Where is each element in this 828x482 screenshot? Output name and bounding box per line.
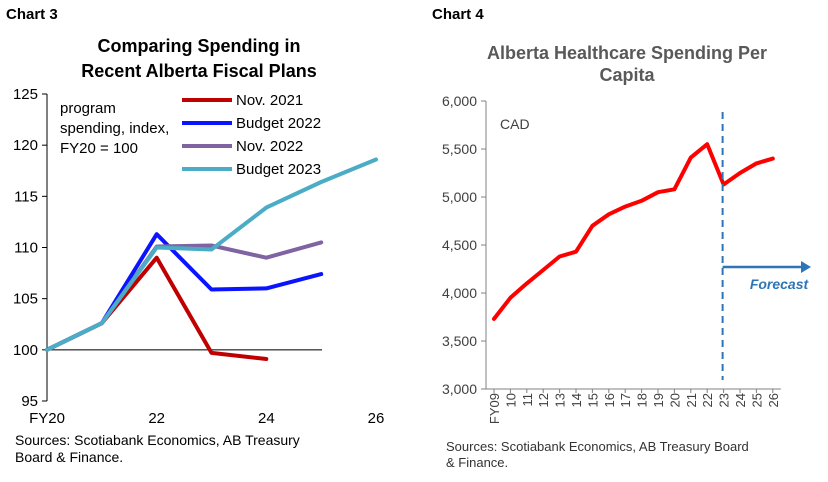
- chart3-title-line: Recent Alberta Fiscal Plans: [81, 61, 316, 81]
- chart3-y-tick-label: 95: [21, 393, 38, 410]
- chart4-x-tick-label: 10: [503, 393, 518, 407]
- chart4-x-tick-label: 23: [717, 393, 732, 407]
- chart4-unit-label: CAD: [500, 116, 530, 132]
- chart3-x-tick-label: 26: [368, 410, 385, 427]
- chart3-y-tick-label: 110: [14, 240, 38, 257]
- chart4-x-tick-label: 20: [667, 393, 682, 407]
- chart4-title-line: Capita: [599, 65, 655, 85]
- chart4-x-tick-label: 13: [553, 393, 568, 407]
- chart4-y-tick-label: 4,500: [442, 237, 477, 253]
- chart4-y-tick-label: 5,500: [442, 141, 477, 157]
- chart3-y-tick-label: 120: [13, 137, 38, 154]
- chart3-tag: Chart 3: [6, 6, 58, 23]
- chart3-y-tick-label: 125: [13, 86, 38, 103]
- chart3-annotation-line: FY20 = 100: [60, 140, 138, 157]
- chart4-y-tick-label: 6,000: [442, 93, 477, 109]
- chart4-y-tick-label: 3,000: [442, 381, 477, 397]
- chart3-legend-label: Budget 2023: [236, 161, 321, 178]
- chart4-x-tick-label: 12: [536, 393, 551, 407]
- chart4-x-tick-label: 15: [585, 393, 600, 407]
- chart4-tag: Chart 4: [432, 6, 484, 23]
- chart3-x-tick-label: 22: [148, 410, 165, 427]
- chart3-title-line: Comparing Spending in: [98, 36, 301, 56]
- chart4-x-tick-label: FY09: [487, 393, 502, 424]
- chart3-legend-label: Budget 2022: [236, 115, 321, 132]
- chart4-x-tick-label: 14: [569, 393, 584, 407]
- chart4-y-tick-label: 4,000: [442, 285, 477, 301]
- chart4-x-tick-label: 25: [749, 393, 764, 407]
- chart4-x-tick-label: 17: [618, 393, 633, 407]
- chart4-forecast-arrowhead: [801, 261, 811, 273]
- chart3-annotation-line: program: [60, 100, 116, 117]
- chart3-series-line: [45, 157, 378, 352]
- chart3-x-tick-label: FY20: [29, 410, 65, 427]
- chart4-source: Sources: Scotiabank Economics, AB Treasu…: [446, 439, 749, 471]
- chart3-y-tick-label: 115: [14, 188, 38, 205]
- chart3-source: Sources: Scotiabank Economics, AB Treasu…: [15, 432, 300, 466]
- chart3-legend-label: Nov. 2022: [236, 138, 303, 155]
- chart4-x-tick-label: 22: [700, 393, 715, 407]
- chart4-source-line: & Finance.: [446, 455, 509, 470]
- chart3-x-tick-label: 24: [258, 410, 275, 427]
- chart4-x-tick-label: 24: [733, 393, 748, 407]
- chart4-x-tick-label: 19: [651, 393, 666, 407]
- chart4-title-line: Alberta Healthcare Spending Per: [487, 43, 767, 63]
- chart4-forecast-label: Forecast: [750, 276, 810, 292]
- chart4-x-tick-label: 26: [766, 393, 781, 407]
- chart4-y-tick-label: 3,500: [442, 333, 477, 349]
- chart3-legend-label: Nov. 2021: [236, 92, 303, 109]
- chart4-x-tick-label: 11: [520, 393, 535, 407]
- chart4-x-tick-label: 21: [684, 393, 699, 407]
- chart3-y-tick-label: 105: [13, 291, 38, 308]
- chart4-source-line: Sources: Scotiabank Economics, AB Treasu…: [446, 439, 749, 454]
- chart4-x-tick-label: 16: [602, 393, 617, 407]
- chart4-y-tick-label: 5,000: [442, 189, 477, 205]
- chart4-series-line: [492, 142, 775, 321]
- chart4-x-tick-label: 18: [635, 393, 650, 407]
- chart3-y-tick-label: 100: [13, 342, 38, 359]
- chart3-source-line: Sources: Scotiabank Economics, AB Treasu…: [15, 432, 300, 448]
- chart3-source-line: Board & Finance.: [15, 449, 124, 465]
- chart3-annotation-line: spending, index,: [60, 120, 169, 137]
